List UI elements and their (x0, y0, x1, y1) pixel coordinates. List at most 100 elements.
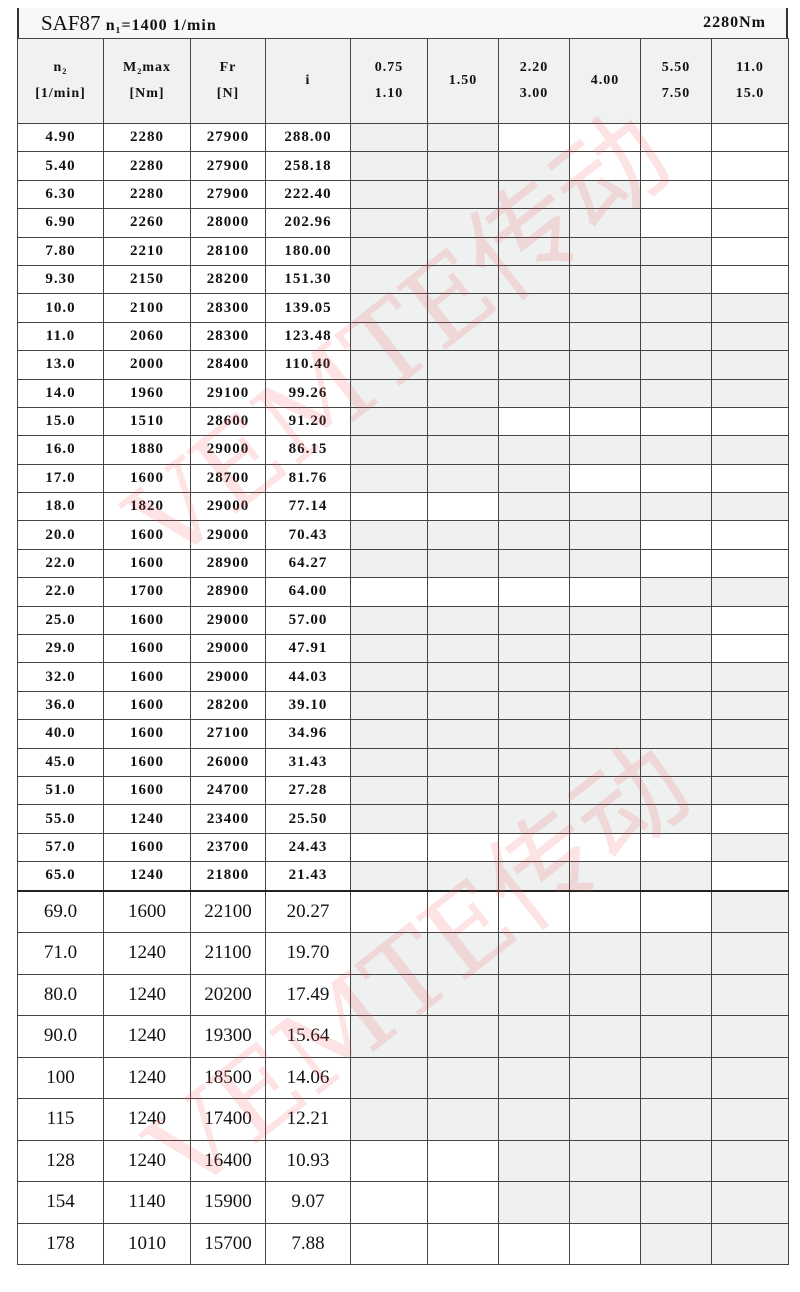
motor-cell-available (711, 932, 789, 975)
cell-fr: 16400 (190, 1139, 266, 1183)
table-row: 4.90 2280 27900 288.00 (17, 122, 789, 153)
motor-cell-available (569, 747, 641, 777)
motor-cell-available (427, 548, 499, 579)
motor-cell-empty (640, 208, 712, 238)
motor-cell-available (498, 293, 570, 323)
model-name: SAF87 (41, 11, 101, 35)
motor-cell-available (350, 264, 428, 295)
cell-n2: 5.40 (17, 151, 104, 181)
motor-cell-empty (711, 634, 789, 664)
cell-i: 34.96 (265, 719, 351, 749)
cell-fr: 28300 (190, 321, 266, 352)
motor-cell-available (711, 492, 789, 522)
cell-fr: 17400 (190, 1098, 266, 1141)
motor-cell-empty (711, 264, 789, 295)
cell-i: 86.15 (265, 435, 351, 465)
motor-cell-empty (640, 463, 712, 494)
cell-n2: 18.0 (17, 492, 104, 522)
cell-n2: 17.0 (17, 463, 104, 494)
gear-rating-table: n₂ [1/min] M₂max [Nm] Fr [N] i 0.75 1.10 1.50 2.20… (17, 38, 789, 1266)
motor-cell-available (350, 662, 428, 692)
motor-cell-available (569, 321, 641, 352)
motor-cell-available (640, 350, 712, 380)
motor-cell-empty (711, 236, 789, 266)
cell-m2: 1140 (103, 1181, 191, 1224)
cell-fr: 15700 (190, 1222, 266, 1266)
cell-i: 123.48 (265, 321, 351, 352)
motor-cell-available (498, 463, 570, 494)
motor-cell-available (350, 122, 428, 153)
motor-cell-available (498, 264, 570, 295)
cell-n2: 11.0 (17, 321, 104, 352)
motor-cell-available (711, 293, 789, 323)
table-row: 178 1010 15700 7.88 (17, 1222, 789, 1266)
table-row: 11.0 2060 28300 123.48 (17, 321, 789, 352)
motor-cell-available (427, 1015, 499, 1058)
motor-cell-empty (498, 1222, 570, 1266)
cell-i: 139.05 (265, 293, 351, 323)
motor-cell-available (498, 719, 570, 749)
cell-fr: 28200 (190, 264, 266, 295)
motor-cell-available (498, 973, 570, 1017)
motor-cell-available (569, 1098, 641, 1141)
table-row: 45.0 1600 26000 31.43 (17, 747, 789, 777)
motor-cell-available (569, 492, 641, 522)
motor-cell-available (640, 719, 712, 749)
motor-cell-available (711, 662, 789, 692)
cell-i: 47.91 (265, 634, 351, 664)
cell-i: 9.07 (265, 1181, 351, 1224)
motor-cell-available (427, 1056, 499, 1100)
motor-cell-available (569, 775, 641, 806)
cell-m2: 1600 (103, 747, 191, 777)
motor-cell-available (498, 179, 570, 210)
motor-cell-available (350, 179, 428, 210)
cell-fr: 28900 (190, 548, 266, 579)
cell-i: 10.93 (265, 1139, 351, 1183)
table-row: 6.90 2260 28000 202.96 (17, 208, 789, 238)
motor-cell-available (498, 208, 570, 238)
motor-cell-available (711, 747, 789, 777)
motor-cell-available (569, 1181, 641, 1224)
motor-cell-available (350, 520, 428, 550)
motor-cell-available (427, 321, 499, 352)
cell-fr: 27100 (190, 719, 266, 749)
motor-cell-available (569, 1139, 641, 1183)
motor-cell-empty (711, 151, 789, 181)
cell-n2: 128 (17, 1139, 104, 1183)
motor-cell-empty (711, 208, 789, 238)
motor-cell-available (427, 208, 499, 238)
motor-cell-empty (498, 577, 570, 607)
motor-cell-available (711, 1056, 789, 1100)
motor-cell-available (640, 577, 712, 607)
cell-fr: 18500 (190, 1056, 266, 1100)
motor-cell-available (498, 492, 570, 522)
motor-cell-empty (350, 1222, 428, 1266)
cell-i: 64.27 (265, 548, 351, 579)
motor-cell-available (569, 861, 641, 892)
cell-n2: 22.0 (17, 577, 104, 607)
cell-i: 57.00 (265, 605, 351, 636)
cell-fr: 29100 (190, 378, 266, 408)
motor-cell-available (350, 236, 428, 266)
cell-fr: 27900 (190, 122, 266, 153)
motor-cell-empty (569, 577, 641, 607)
cell-m2: 1600 (103, 520, 191, 550)
motor-cell-available (640, 662, 712, 692)
motor-cell-available (711, 378, 789, 408)
motor-cell-available (640, 1139, 712, 1183)
motor-cell-empty (350, 832, 428, 863)
motor-cell-available (427, 435, 499, 465)
motor-cell-available (427, 520, 499, 550)
cell-fr: 28300 (190, 293, 266, 323)
cell-i: 14.06 (265, 1056, 351, 1100)
motor-cell-available (350, 861, 428, 892)
motor-cell-available (350, 293, 428, 323)
motor-cell-available (711, 577, 789, 607)
motor-cell-available (569, 264, 641, 295)
motor-cell-available (711, 1098, 789, 1141)
cell-m2: 1820 (103, 492, 191, 522)
cell-m2: 1600 (103, 548, 191, 579)
cell-n2: 100 (17, 1056, 104, 1100)
cell-i: 258.18 (265, 151, 351, 181)
motor-cell-available (640, 1222, 712, 1266)
